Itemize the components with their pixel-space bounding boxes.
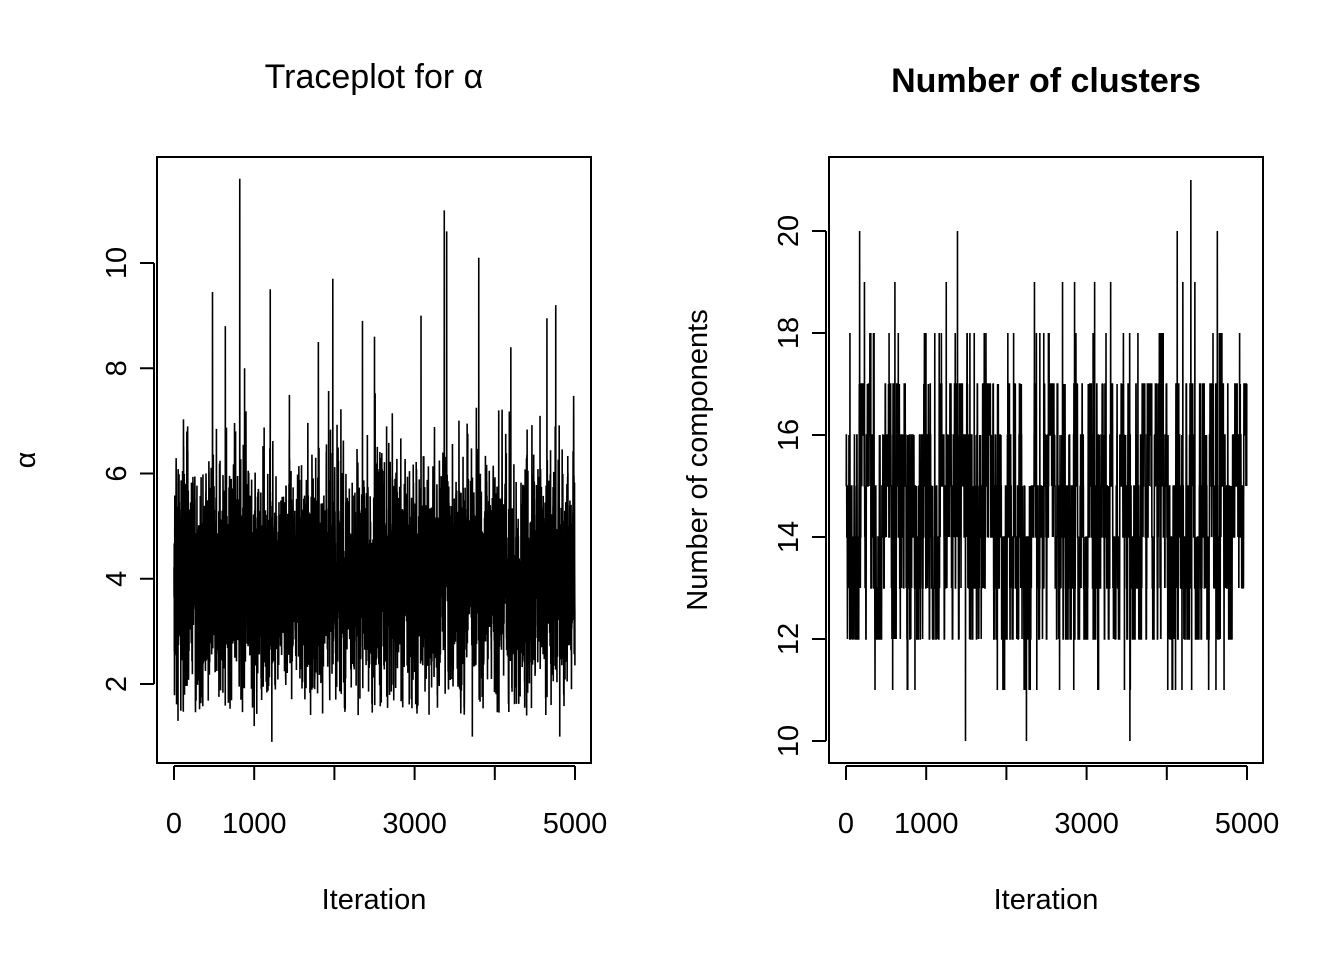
x-tick-label: 5000 xyxy=(543,808,608,840)
x-tick-label: 0 xyxy=(166,808,182,840)
x-tick-label: 3000 xyxy=(1054,808,1119,840)
alpha-y-axis-label: α xyxy=(10,452,42,469)
clusters-x-axis: 0 1000 3000 5000 xyxy=(838,765,1280,840)
alpha-y-axis: 2 4 6 8 10 xyxy=(101,247,155,692)
y-tick-label: 8 xyxy=(101,360,133,376)
clusters-y-axis-label: Number of components xyxy=(682,309,714,610)
alpha-x-axis-label: Iteration xyxy=(322,884,427,916)
x-tick-label: 1000 xyxy=(894,808,959,840)
y-tick-label: 2 xyxy=(101,676,133,692)
clusters-y-axis: 10 12 14 16 18 20 xyxy=(773,215,827,757)
y-tick-label: 18 xyxy=(773,317,805,349)
clusters-plot-frame xyxy=(828,156,1264,764)
alpha-traceplot-panel: Traceplot for α Iteration α 0 1000 3000 500… xyxy=(10,58,607,916)
x-tick-label: 5000 xyxy=(1215,808,1280,840)
clusters-x-axis-label: Iteration xyxy=(994,884,1099,916)
clusters-traceplot-panel: Number of clusters Iteration Number of c… xyxy=(682,62,1279,916)
alpha-traceplot-title: Traceplot for α xyxy=(265,58,484,96)
y-tick-label: 6 xyxy=(101,465,133,481)
y-tick-label: 20 xyxy=(773,215,805,247)
y-tick-label: 12 xyxy=(773,623,805,655)
x-tick-label: 3000 xyxy=(382,808,447,840)
y-tick-label: 10 xyxy=(773,725,805,757)
clusters-trace-line xyxy=(845,179,1248,742)
y-tick-label: 16 xyxy=(773,419,805,451)
alpha-trace-line xyxy=(173,178,576,742)
alpha-x-axis: 0 1000 3000 5000 xyxy=(166,765,608,840)
alpha-plot-frame xyxy=(156,156,592,764)
x-tick-label: 0 xyxy=(838,808,854,840)
y-tick-label: 10 xyxy=(101,247,133,279)
x-tick-label: 1000 xyxy=(222,808,287,840)
y-tick-label: 14 xyxy=(773,521,805,553)
clusters-traceplot-title: Number of clusters xyxy=(891,62,1201,100)
y-tick-label: 4 xyxy=(101,571,133,587)
